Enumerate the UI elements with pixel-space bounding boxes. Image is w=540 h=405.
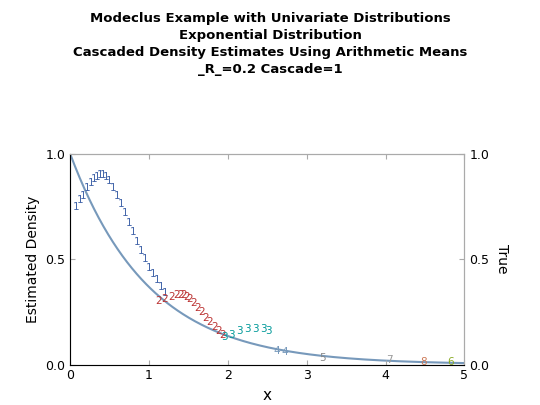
Text: 3: 3	[237, 326, 243, 336]
Text: 1: 1	[114, 191, 121, 201]
Text: 2: 2	[180, 290, 187, 300]
Text: 3: 3	[244, 324, 251, 334]
Text: 1: 1	[87, 178, 94, 188]
Text: 1: 1	[118, 199, 125, 209]
Text: 3: 3	[266, 326, 272, 336]
Text: 1: 1	[158, 281, 164, 292]
Text: 2: 2	[215, 326, 222, 336]
Text: 2: 2	[206, 318, 213, 327]
Text: 3: 3	[228, 330, 235, 340]
Text: 2: 2	[173, 290, 180, 300]
Text: 3: 3	[221, 332, 228, 342]
Text: 2: 2	[194, 303, 201, 313]
Text: 6: 6	[447, 357, 454, 367]
Text: 1: 1	[91, 174, 97, 184]
Text: 1: 1	[134, 237, 140, 247]
Text: 3: 3	[260, 324, 267, 334]
Text: 1: 1	[142, 254, 149, 264]
Text: 1: 1	[103, 172, 110, 182]
Text: 7: 7	[386, 355, 393, 365]
Text: 1: 1	[79, 191, 86, 201]
X-axis label: x: x	[263, 388, 272, 403]
Text: 1: 1	[97, 170, 104, 180]
Text: 2: 2	[211, 322, 218, 332]
Text: 1: 1	[106, 176, 113, 186]
Y-axis label: Estimated Density: Estimated Density	[26, 196, 40, 323]
Text: 2: 2	[187, 294, 193, 304]
Y-axis label: True: True	[495, 245, 509, 274]
Text: 1: 1	[150, 269, 156, 279]
Text: 1: 1	[122, 208, 129, 218]
Text: 3: 3	[252, 324, 259, 334]
Text: 1: 1	[100, 170, 106, 180]
Text: 8: 8	[420, 356, 427, 367]
Text: Modeclus Example with Univariate Distributions
Exponential Distribution
Cascaded: Modeclus Example with Univariate Distrib…	[73, 12, 467, 76]
Text: 1: 1	[146, 262, 152, 273]
Text: 2: 2	[219, 330, 226, 340]
Text: 2: 2	[161, 294, 168, 304]
Text: 4: 4	[273, 346, 280, 356]
Text: 1: 1	[76, 195, 83, 205]
Text: 1: 1	[126, 218, 133, 228]
Text: 2: 2	[202, 313, 209, 323]
Text: 1: 1	[84, 183, 91, 193]
Text: 2: 2	[184, 292, 190, 302]
Text: 2: 2	[177, 290, 184, 300]
Text: 1: 1	[130, 227, 137, 237]
Text: 2: 2	[155, 296, 162, 306]
Text: 1: 1	[94, 172, 100, 182]
Text: 1: 1	[161, 288, 168, 298]
Text: 2: 2	[191, 298, 197, 309]
Text: 1: 1	[110, 183, 117, 193]
Text: 4: 4	[281, 347, 288, 357]
Text: 2: 2	[168, 292, 174, 302]
Text: 1: 1	[153, 275, 160, 285]
Text: 1: 1	[138, 246, 145, 256]
Text: 1: 1	[73, 202, 80, 211]
Text: 5: 5	[319, 353, 326, 363]
Text: 2: 2	[199, 307, 205, 317]
